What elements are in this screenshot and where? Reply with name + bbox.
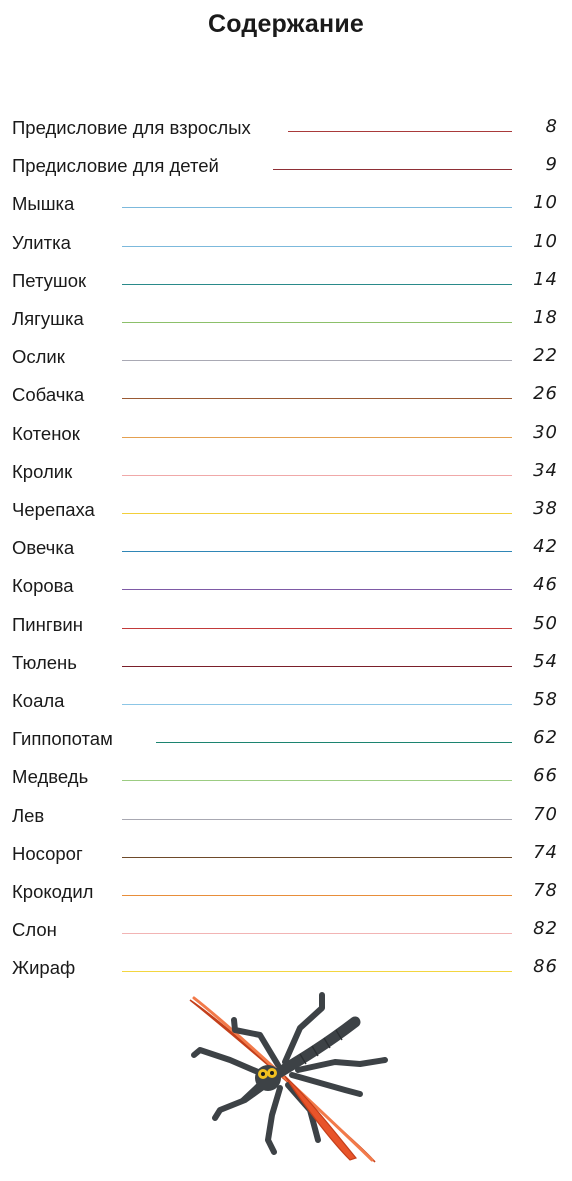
toc-page-number: 62 — [533, 727, 558, 749]
toc-page-number: 50 — [533, 612, 558, 634]
toc-entry-title: Собачка — [12, 384, 85, 406]
toc-page-number: 82 — [533, 918, 558, 940]
toc-entry-title: Предисловие для взрослых — [12, 117, 251, 138]
toc-entry-title: Тюлень — [12, 651, 77, 673]
page-title: Содержание — [207, 10, 365, 38]
toc-entry-title: Кролик — [12, 460, 73, 482]
toc-entry-title: Гиппопотам — [12, 728, 113, 750]
toc-leader-line — [122, 322, 512, 323]
toc-leader-line — [122, 207, 512, 209]
toc-entry-title: Лев — [12, 804, 45, 826]
toc-leader-line — [122, 398, 512, 400]
toc-page-number: 8 — [545, 116, 558, 137]
toc-leader-line — [122, 245, 512, 247]
toc-page-number: 14 — [533, 268, 558, 290]
toc-entry-title: Лягушка — [12, 308, 84, 329]
toc-leader-line — [122, 665, 512, 667]
toc-page-number: 9 — [545, 154, 558, 176]
toc-entry: Мышка 10 — [0, 192, 572, 223]
toc-entry-title: Петушок — [12, 269, 87, 291]
toc-entry: Петушок 14 — [0, 268, 572, 300]
toc-entry: Кролик 34 — [0, 459, 572, 491]
toc-entry: Предисловие для детей 9 — [0, 154, 572, 185]
toc-entry-title: Овечка — [12, 537, 75, 559]
toc-page-number: 54 — [533, 650, 558, 672]
toc-entry: Коала 58 — [0, 689, 572, 720]
toc-entry: Жираф 86 — [0, 956, 572, 987]
toc-leader-line — [122, 551, 512, 553]
toc-entry-title: Мышка — [12, 193, 75, 215]
toc-leader-line — [122, 933, 512, 935]
toc-entry: Черепаха 38 — [0, 498, 572, 529]
toc-page-number: 58 — [533, 689, 558, 710]
toc-entry: Собачка 26 — [0, 383, 572, 414]
toc-entry-title: Предисловие для детей — [12, 155, 219, 177]
toc-page-number: 70 — [533, 803, 558, 825]
toc-leader-line — [122, 971, 512, 973]
toc-entry: Улитка 10 — [0, 230, 572, 262]
toc-entry: Котенок 30 — [0, 421, 572, 453]
toc-entry: Крокодил 78 — [0, 880, 572, 911]
mosquito-plasticine-icon — [160, 990, 400, 1170]
toc-entry-title: Улитка — [12, 231, 71, 253]
toc-entry: Лев 70 — [0, 803, 572, 835]
toc-page-number: 38 — [533, 498, 558, 519]
toc-leader-line — [122, 474, 512, 476]
toc-page-number: 30 — [533, 421, 558, 443]
toc-page-number: 66 — [533, 765, 558, 787]
toc-entry: Тюлень 54 — [0, 650, 572, 682]
toc-entry-title: Ослик — [12, 346, 65, 368]
toc-page-number: 22 — [533, 345, 558, 367]
toc-entry: Овечка 42 — [0, 536, 572, 567]
toc-entry: Корова 46 — [0, 574, 572, 605]
toc-entry-title: Корова — [12, 575, 74, 597]
toc-leader-line — [122, 704, 512, 705]
toc-entry: Слон 82 — [0, 918, 572, 949]
toc-page-number: 74 — [533, 841, 558, 863]
toc-leader-line — [122, 895, 512, 896]
toc-leader-line — [122, 780, 512, 782]
toc-entry: Медведь 66 — [0, 765, 572, 796]
toc-entry-title: Черепаха — [12, 499, 95, 520]
toc-leader-line — [122, 360, 512, 362]
toc-leader-line — [122, 856, 512, 858]
toc-page-number: 18 — [533, 307, 558, 328]
toc-leader-line — [122, 513, 512, 514]
toc-entry: Предисловие для взрослых 8 — [0, 116, 572, 147]
toc-entry-title: Медведь — [12, 766, 89, 788]
toc-page-number: 10 — [533, 230, 558, 252]
toc-page-number: 86 — [533, 956, 558, 978]
toc-entry: Гиппопотам 62 — [0, 727, 572, 758]
toc-leader-line — [122, 818, 512, 820]
toc-leader-line — [122, 283, 512, 285]
toc-leader-line — [156, 742, 512, 744]
toc-leader-line — [122, 589, 512, 591]
toc-page-number: 10 — [533, 192, 558, 214]
toc-entry: Пингвин 50 — [0, 612, 572, 644]
toc-entry-title: Коала — [12, 690, 65, 711]
toc-entry: Ослик 22 — [0, 345, 572, 376]
toc-entry-title: Крокодил — [12, 881, 94, 902]
toc-entry: Носорог 74 — [0, 841, 572, 873]
toc-page-number: 42 — [533, 536, 558, 558]
toc-entry-title: Носорог — [12, 842, 83, 864]
toc-page-number: 78 — [533, 880, 558, 901]
toc-leader-line — [288, 131, 512, 132]
toc-leader-line — [122, 436, 512, 438]
toc-page-number: 26 — [533, 383, 558, 405]
toc-entry-title: Пингвин — [12, 613, 83, 635]
toc-leader-line — [122, 627, 512, 629]
toc-entry-title: Котенок — [12, 422, 80, 444]
toc-leader-line — [273, 169, 512, 171]
toc-entry: Лягушка 18 — [0, 307, 572, 338]
table-of-contents: Предисловие для взрослых 8 Предисловие для… — [0, 116, 572, 987]
toc-entry-title: Жираф — [12, 957, 76, 979]
toc-page-number: 46 — [533, 574, 558, 596]
toc-page-number: 34 — [533, 459, 558, 481]
toc-entry-title: Слон — [12, 919, 57, 941]
